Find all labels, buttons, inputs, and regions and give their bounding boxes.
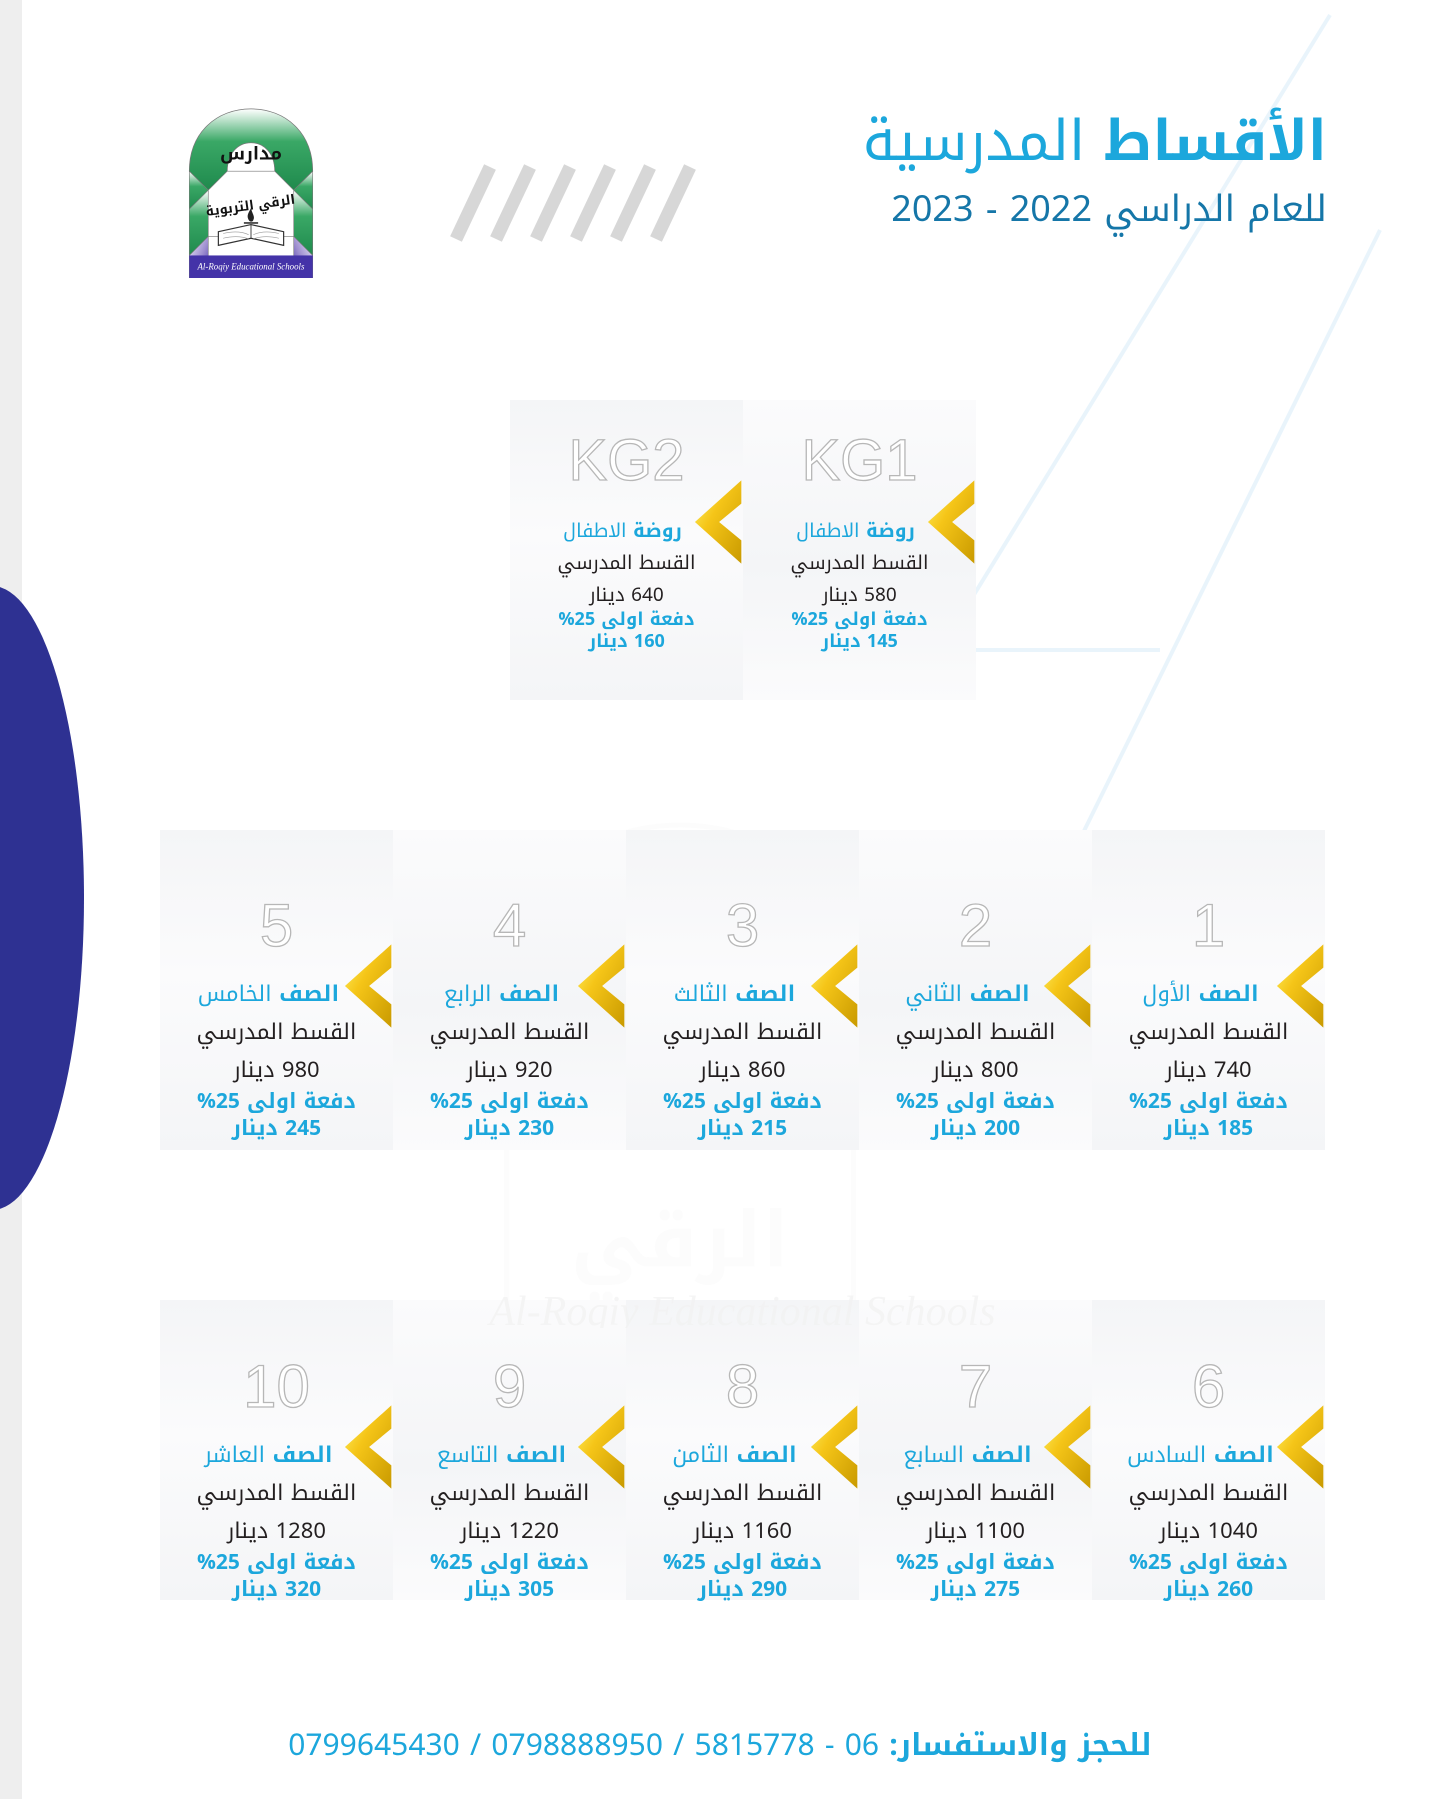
svg-text:مدارس: مدارس <box>220 136 282 170</box>
svg-text:Al-Roqiy Educational Schools: Al-Roqiy Educational Schools <box>197 262 306 272</box>
